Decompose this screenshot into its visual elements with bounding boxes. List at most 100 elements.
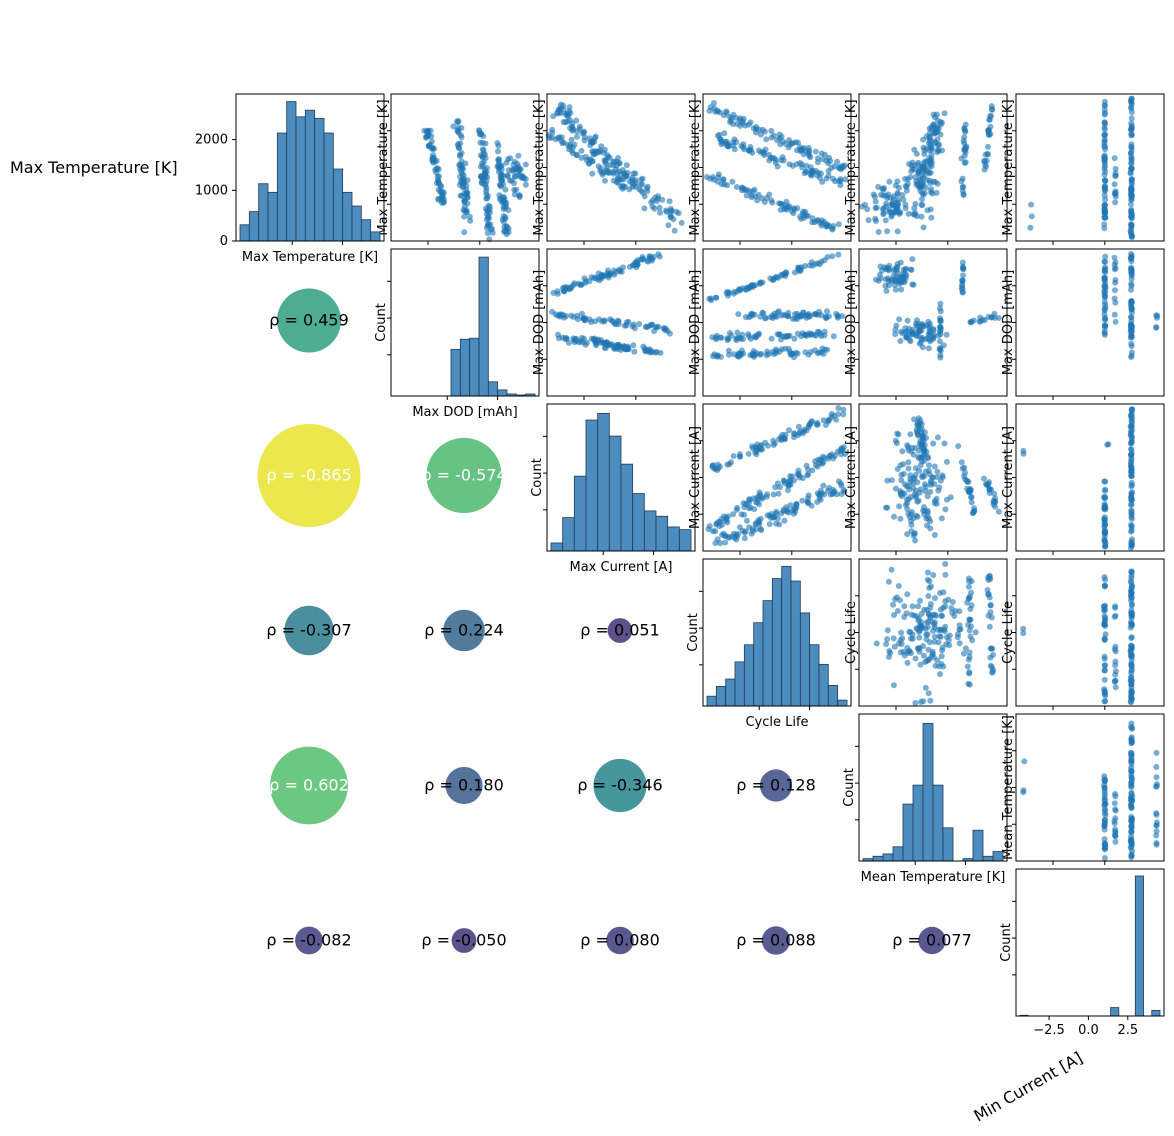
scatter-point	[958, 178, 965, 185]
scatter-point	[1128, 575, 1135, 581]
scatter-panel-0-3	[704, 100, 849, 233]
scatter-point	[706, 523, 713, 530]
scatter-point	[930, 572, 937, 579]
scatter-point	[926, 578, 933, 585]
scatter-point	[923, 468, 929, 475]
scatter-point	[1129, 776, 1135, 783]
scatter-point	[656, 204, 663, 211]
histogram-bar	[942, 827, 954, 862]
scatter-point	[937, 627, 944, 634]
scatter-point	[926, 137, 933, 144]
scatter-point	[919, 172, 926, 178]
scatter-point	[896, 503, 903, 510]
scatter-point	[933, 612, 940, 619]
scatter-point	[933, 111, 940, 118]
scatter-point	[640, 255, 647, 262]
correlation-label: ρ = -0.082	[266, 931, 351, 950]
scatter-point	[1153, 764, 1160, 770]
scatter-ylabel: Max Temperature [K]	[1001, 99, 1016, 235]
scatter-point	[1111, 295, 1118, 302]
scatter-point	[1128, 758, 1135, 765]
scatter-point	[1128, 589, 1135, 596]
scatter-point	[723, 290, 730, 297]
scatter-point	[895, 583, 902, 589]
scatter-point	[805, 144, 812, 151]
scatter-point	[507, 155, 514, 162]
scatter-point	[1127, 170, 1134, 177]
scatter-point	[905, 210, 912, 217]
scatter-point	[922, 684, 929, 691]
scatter-point	[914, 645, 921, 652]
scatter-point	[911, 475, 918, 482]
scatter-point	[814, 159, 821, 166]
scatter-point	[709, 462, 716, 469]
scatter-point	[460, 176, 467, 183]
scatter-point	[1101, 686, 1108, 693]
scatter-point	[972, 629, 979, 636]
scatter-point	[959, 465, 966, 472]
scatter-point	[920, 447, 927, 453]
scatter-point	[1101, 530, 1108, 537]
scatter-point	[780, 477, 787, 484]
histogram-bar	[725, 678, 736, 707]
scatter-point	[934, 149, 941, 156]
scatter-point	[903, 183, 910, 190]
scatter-point	[1101, 676, 1108, 683]
scatter-point	[484, 165, 490, 171]
scatter-point	[764, 442, 771, 449]
scatter-point	[961, 160, 968, 166]
scatter-point	[926, 147, 933, 154]
scatter-point	[502, 186, 509, 193]
scatter-point	[897, 338, 904, 344]
scatter-point	[1128, 469, 1135, 476]
scatter-point	[904, 531, 911, 538]
scatter-point	[505, 207, 512, 214]
histogram-bar	[239, 224, 250, 242]
scatter-point	[842, 450, 849, 457]
scatter-point	[778, 510, 785, 517]
scatter-point	[463, 191, 470, 198]
scatter-point	[657, 209, 664, 216]
scatter-point	[574, 316, 581, 323]
scatter-point	[1128, 527, 1135, 534]
scatter-point	[795, 467, 802, 474]
scatter-point	[603, 341, 610, 348]
scatter-point	[968, 494, 975, 501]
scatter-point	[497, 183, 504, 190]
scatter-point	[1111, 254, 1118, 261]
scatter-point	[1101, 516, 1108, 523]
scatter-point	[894, 608, 901, 614]
histogram-bar	[837, 699, 848, 707]
scatter-point	[904, 442, 911, 449]
scatter-point	[1153, 841, 1160, 848]
scatter-point	[580, 129, 587, 136]
histogram-bar	[882, 853, 894, 862]
scatter-point	[782, 436, 789, 443]
scatter-point	[1128, 349, 1135, 356]
scatter-point	[898, 477, 905, 484]
scatter-point	[1111, 800, 1118, 807]
histogram-bar	[487, 381, 499, 397]
scatter-point	[898, 286, 905, 293]
scatter-point	[641, 193, 648, 200]
scatter-point	[581, 137, 588, 144]
panel-frame-0-0	[235, 93, 385, 242]
scatter-point	[1128, 109, 1135, 116]
scatter-point	[639, 181, 646, 188]
scatter-point	[1128, 275, 1135, 282]
scatter-point	[940, 589, 947, 596]
histogram-bar	[706, 695, 717, 707]
scatter-point	[929, 159, 935, 166]
scatter-point	[743, 500, 750, 507]
scatter-point	[783, 312, 790, 319]
histogram-bar	[573, 475, 587, 552]
scatter-point	[477, 163, 484, 170]
scatter-point	[1112, 671, 1119, 678]
scatter-point	[578, 147, 585, 154]
scatter-point	[842, 176, 849, 183]
scatter-point	[522, 176, 529, 183]
histogram-bar	[781, 565, 792, 707]
scatter-point	[910, 480, 917, 487]
scatter-point	[753, 451, 760, 458]
scatter-point	[737, 453, 743, 460]
